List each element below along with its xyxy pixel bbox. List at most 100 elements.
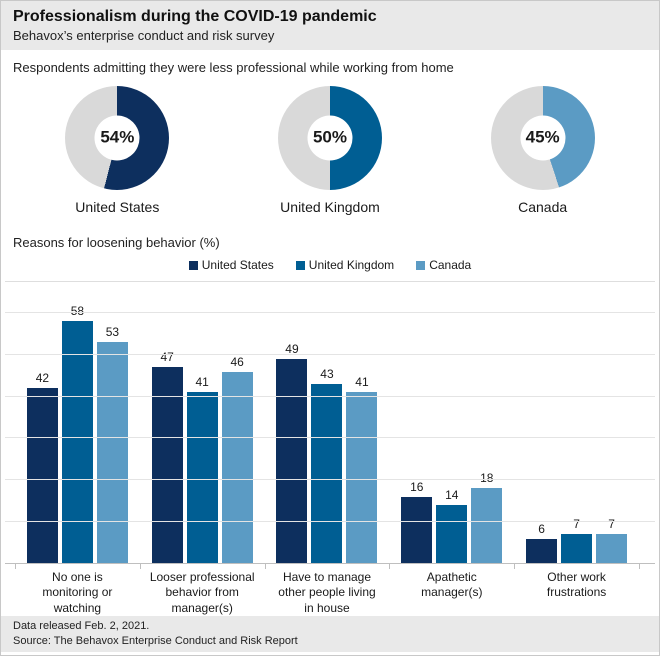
legend-swatch-united-states — [188, 260, 198, 270]
bar-united-states-apathetic-manager-s: 16 — [401, 479, 433, 564]
bar-group-apathetic-manager-s: 16 14 18 — [389, 281, 514, 564]
category-label-have-to-manage-other-people-living-in-house: Have to manage other people living in ho… — [278, 569, 376, 615]
bar-canada-looser-professional-behavior-from-manager-s: 46 — [221, 354, 253, 564]
footer-release-date: Data released Feb. 2, 2021. — [13, 620, 150, 633]
x-axis-line — [5, 562, 655, 564]
bar-value-label: 46 — [230, 354, 244, 369]
bar-group-looser-professional-behavior-from-manager-s: 47 41 46 — [140, 281, 265, 564]
donut-country-label: Canada — [518, 198, 568, 215]
donut-section-heading: Respondents admitting they were less pro… — [13, 59, 454, 75]
category-label-no-one-is-monitoring-or-watching: No one is monitoring or watching — [42, 569, 113, 615]
bar-value-label: 16 — [410, 479, 424, 494]
bar-united-kingdom-looser-professional-behavior-from-manager-s: 41 — [186, 375, 218, 564]
bar-rect — [436, 505, 468, 564]
bar-group-no-one-is-monitoring-or-watching: 42 58 53 — [15, 281, 140, 564]
legend-item-united-kingdom: United Kingdom — [295, 258, 395, 273]
donut-value-label: 50% — [312, 127, 347, 147]
legend-label: Canada — [429, 258, 472, 273]
footer-source: Source: The Behavox Enterprise Conduct a… — [13, 634, 298, 647]
donut-ring-united-states: 54% — [65, 85, 170, 190]
category-label-other-work-frustrations: Other work frustrations — [546, 569, 607, 600]
footer-band: Data released Feb. 2, 2021. Source: The … — [1, 616, 659, 652]
bar-united-kingdom-no-one-is-monitoring-or-watching: 58 — [61, 304, 93, 564]
legend-label: United Kingdom — [308, 258, 395, 273]
gridline-60 — [5, 312, 655, 314]
category-labels-row: No one is monitoring or watching Looser p… — [1, 570, 659, 617]
donut-ring-canada: 45% — [490, 85, 595, 190]
donut-country-label: United States — [75, 198, 160, 215]
bar-groups: 42 58 53 47 41 46 49 43 41 16 14 18 6 7 7 — [1, 281, 659, 564]
bar-united-states-have-to-manage-other-people-living-in-house: 49 — [276, 342, 308, 564]
bar-rect — [61, 321, 93, 564]
bar-rect — [401, 496, 433, 564]
bar-value-label: 6 — [538, 521, 545, 536]
bar-rect — [471, 488, 503, 564]
header-band: Professionalism during the COVID-19 pand… — [1, 1, 659, 50]
bar-rect — [186, 392, 218, 564]
legend-item-united-states: United States — [188, 258, 274, 273]
bar-value-label: 42 — [35, 371, 50, 386]
donut-hole: 45% — [520, 115, 566, 161]
bar-value-label: 49 — [285, 342, 299, 357]
bar-value-label: 53 — [105, 325, 120, 340]
x-axis-tick — [15, 563, 16, 569]
donut-hole: 54% — [94, 115, 140, 161]
bar-united-states-other-work-frustrations: 6 — [526, 521, 558, 564]
bar-rect — [151, 367, 183, 564]
bar-canada-other-work-frustrations: 7 — [596, 517, 628, 564]
bar-chart-legend: United States United Kingdom Canada — [1, 258, 659, 272]
donut-value-label: 45% — [525, 127, 560, 147]
bar-value-label: 58 — [70, 304, 85, 319]
gridline-20 — [5, 479, 655, 481]
gridline-30 — [5, 437, 655, 439]
legend-swatch-united-kingdom — [295, 260, 305, 270]
donut-chart-row: 54% United States 50% United Kingdom 45% Cana… — [1, 85, 659, 215]
bar-canada-no-one-is-monitoring-or-watching: 53 — [96, 325, 128, 564]
page-title: Professionalism during the COVID-19 pand… — [13, 8, 377, 25]
plot-top-border — [5, 281, 655, 283]
bar-value-label: 7 — [573, 517, 580, 532]
gridline-10 — [5, 520, 655, 522]
bar-rect — [221, 371, 253, 564]
bar-chart-plot-area: 42 58 53 47 41 46 49 43 41 16 14 18 6 7 7 — [1, 281, 659, 569]
x-axis-tick — [514, 563, 516, 569]
bar-value-label: 41 — [195, 375, 209, 390]
bar-value-label: 14 — [445, 488, 459, 503]
bar-rect — [96, 342, 128, 564]
legend-swatch-canada — [416, 260, 426, 270]
bar-rect — [561, 534, 593, 564]
bar-canada-have-to-manage-other-people-living-in-house: 41 — [346, 375, 378, 564]
x-axis-tick — [139, 563, 141, 569]
bar-group-other-work-frustrations: 6 7 7 — [514, 281, 639, 564]
category-label-looser-professional-behavior-from-manager-s: Looser professional behavior from manage… — [149, 569, 255, 615]
donut-ring-united-kingdom: 50% — [277, 85, 382, 190]
legend-item-canada: Canada — [416, 258, 471, 272]
donut-card-united-states: 54% United States — [32, 85, 202, 215]
bar-value-label: 18 — [480, 471, 493, 485]
category-label-apathetic-manager-s: Apathetic manager(s) — [421, 569, 483, 600]
donut-card-united-kingdom: 50% United Kingdom — [245, 85, 415, 215]
bar-united-states-looser-professional-behavior-from-manager-s: 47 — [151, 350, 183, 564]
bar-rect — [311, 384, 343, 564]
donut-value-label: 54% — [100, 127, 135, 147]
bar-rect — [26, 388, 58, 564]
donut-hole: 50% — [307, 115, 353, 161]
bar-rect — [596, 534, 628, 564]
legend-label: United States — [201, 258, 274, 273]
bar-united-kingdom-apathetic-manager-s: 14 — [436, 488, 468, 564]
bar-united-kingdom-other-work-frustrations: 7 — [561, 517, 593, 564]
x-axis-tick — [639, 563, 640, 569]
bar-value-label: 47 — [160, 350, 174, 365]
x-axis-tick — [389, 563, 391, 569]
bar-rect — [346, 392, 378, 564]
donut-card-canada: 45% Canada — [458, 85, 628, 215]
bar-united-states-no-one-is-monitoring-or-watching: 42 — [26, 371, 58, 564]
bar-united-kingdom-have-to-manage-other-people-living-in-house: 43 — [311, 367, 343, 564]
bar-canada-apathetic-manager-s: 18 — [471, 471, 503, 564]
bar-group-have-to-manage-other-people-living-in-house: 49 43 41 — [265, 281, 390, 564]
gridline-40 — [5, 395, 655, 397]
bar-value-label: 41 — [355, 375, 369, 390]
bar-rect — [276, 359, 308, 564]
bar-section-heading: Reasons for loosening behavior (%) — [13, 234, 220, 250]
